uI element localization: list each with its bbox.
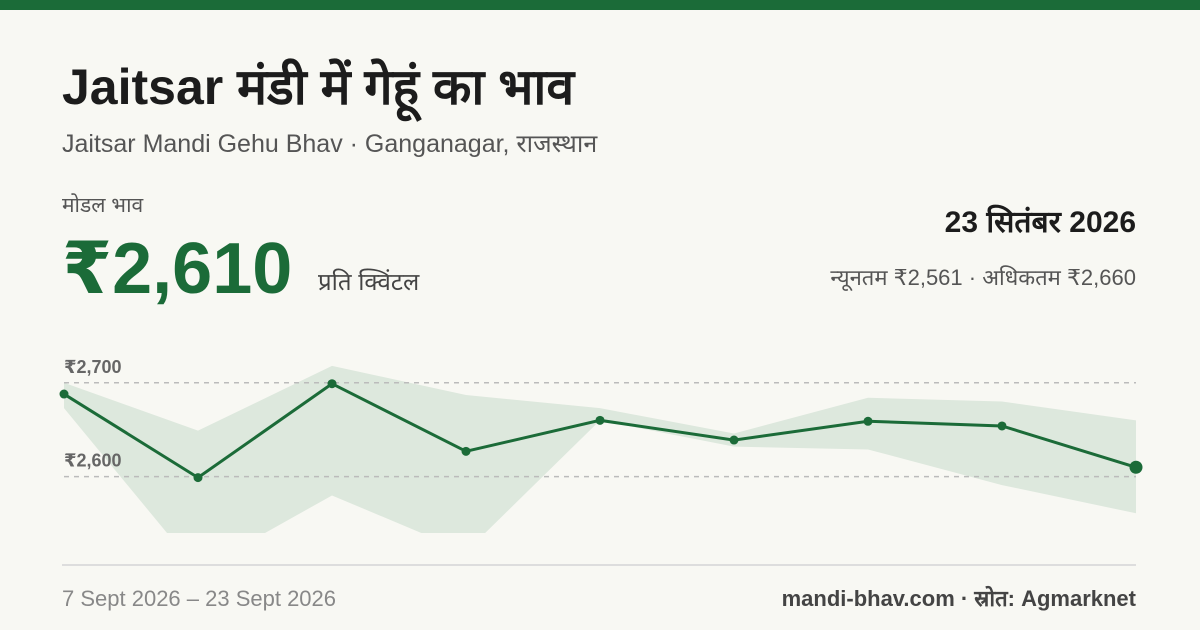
footer-dates: 7 Sept 2026 – 23 Sept 2026 bbox=[62, 586, 336, 611]
y-tick-label: ₹2,700 bbox=[64, 357, 122, 377]
point bbox=[193, 473, 203, 483]
y-tick-label: ₹2,600 bbox=[64, 451, 122, 471]
point bbox=[729, 435, 739, 445]
point bbox=[997, 421, 1007, 431]
point bbox=[595, 415, 605, 425]
point bbox=[59, 389, 69, 399]
price-range: न्यूनतम ₹2,561 · अधिकतम ₹2,660 bbox=[830, 265, 1136, 292]
point bbox=[327, 379, 337, 389]
price-value: ₹2,610 bbox=[62, 229, 292, 309]
point bbox=[863, 416, 873, 426]
top-bar bbox=[0, 0, 1200, 10]
price-unit: प्रति क्विंटल bbox=[318, 268, 420, 296]
subtitle: Jaitsar Mandi Gehu Bhav · Ganganagar, रा… bbox=[62, 130, 598, 158]
title: Jaitsar मंडी में गेहूं का भाव bbox=[62, 58, 576, 122]
point bbox=[1129, 460, 1143, 474]
price-date: 23 सितंबर 2026 bbox=[945, 204, 1136, 239]
footer-source: mandi-bhav.com · स्रोत: Agmarknet bbox=[782, 585, 1137, 611]
price-label: मोडल भाव bbox=[62, 193, 144, 217]
range-band bbox=[64, 365, 1136, 533]
point bbox=[461, 446, 471, 456]
